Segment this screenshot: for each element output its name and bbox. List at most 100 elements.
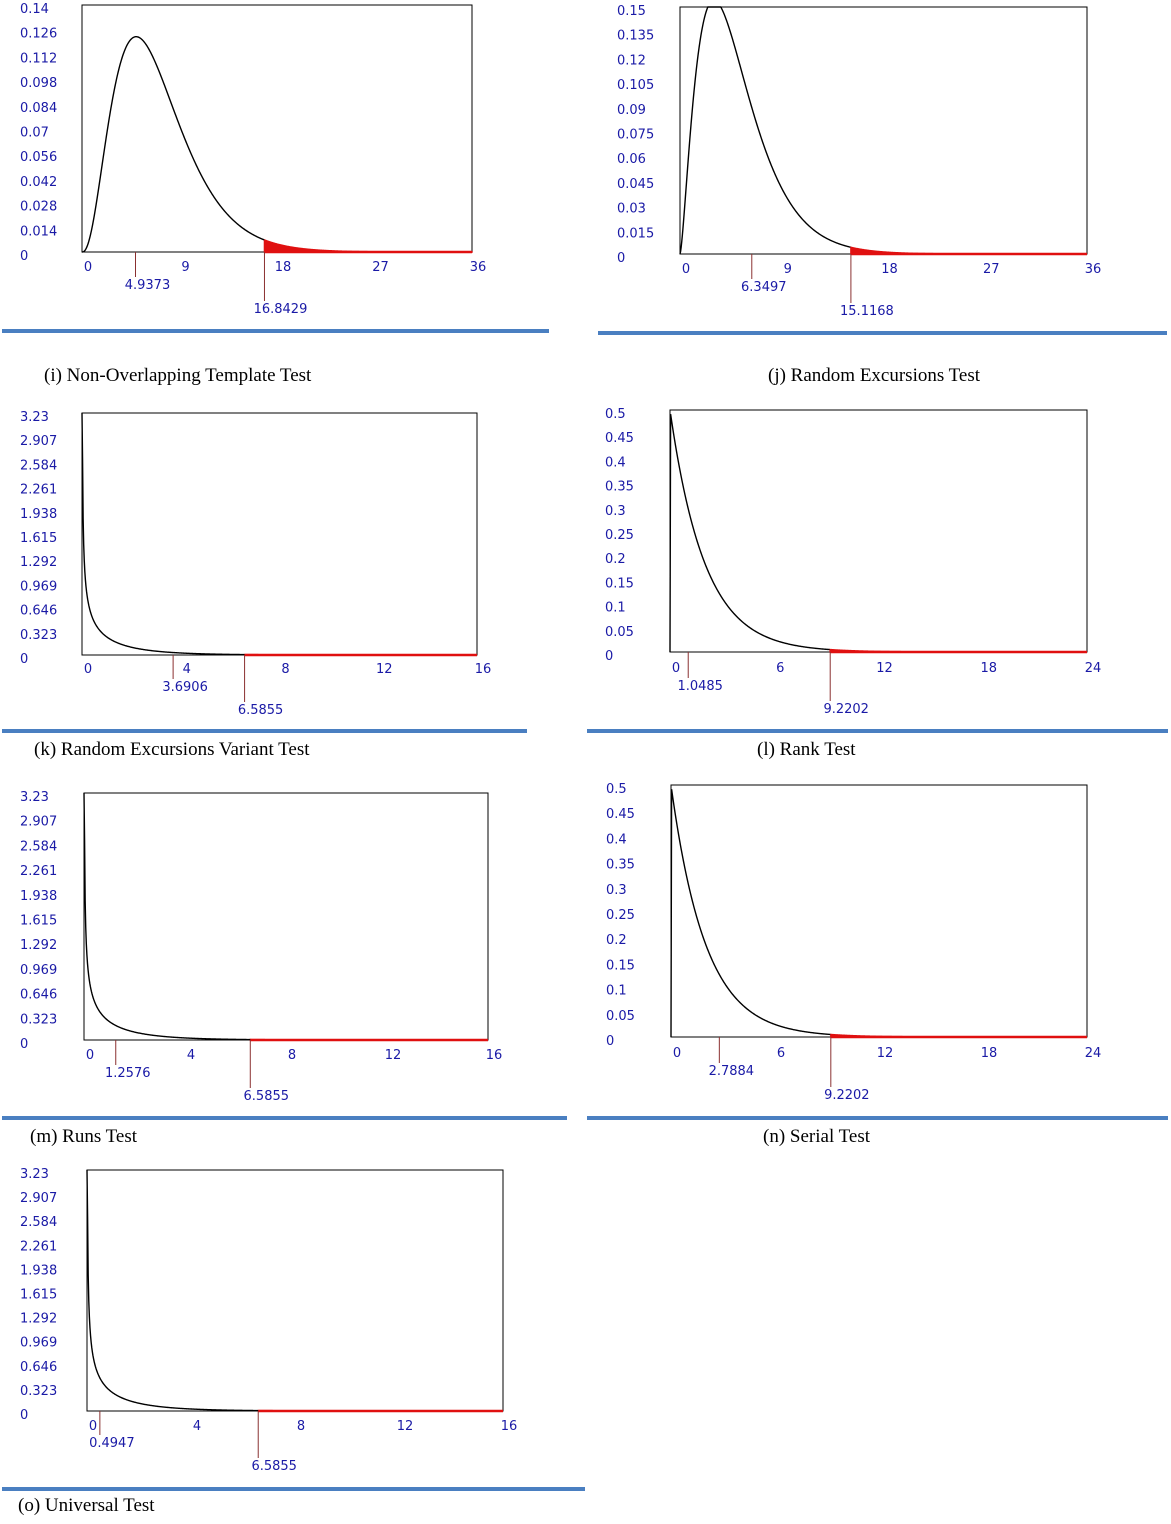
y-tick-label: 0.5 xyxy=(606,782,627,797)
y-tick-label: 0.25 xyxy=(605,528,634,543)
y-tick-label: 2.584 xyxy=(20,839,57,854)
y-tick-label: 1.615 xyxy=(20,1288,57,1303)
y-tick-label: 0.2 xyxy=(605,552,626,567)
y-tick-label: 0.3 xyxy=(606,883,627,898)
x-tick-label: 24 xyxy=(1085,1046,1102,1061)
y-tick-label: 0.112 xyxy=(20,51,57,66)
plot-frame xyxy=(679,6,1088,255)
y-tick-label: 0.015 xyxy=(617,226,654,241)
y-tick-label: 1.938 xyxy=(20,507,57,522)
x-tick-label: 12 xyxy=(877,1046,894,1061)
y-tick-label: 0.105 xyxy=(617,78,654,93)
plot-frame xyxy=(81,412,478,656)
x-tick-label: 8 xyxy=(281,662,289,677)
y-tick-label: 0.969 xyxy=(20,963,57,978)
critical-label: 6.5855 xyxy=(238,703,284,718)
y-tick-label: 0 xyxy=(606,1034,614,1049)
y-tick-label: 0.15 xyxy=(606,958,635,973)
y-tick-label: 0.323 xyxy=(20,1012,57,1027)
y-tick-label: 0.25 xyxy=(606,908,635,923)
critical-label: 15.1168 xyxy=(840,304,894,319)
y-tick-label: 1.615 xyxy=(20,531,57,546)
plot-frame xyxy=(669,409,1088,653)
critical-label: 9.2202 xyxy=(824,1088,870,1103)
y-tick-label: 0.135 xyxy=(617,29,654,44)
y-tick-label: 0.07 xyxy=(20,126,49,141)
chart-o: 0 0.323 0.646 0.969 1.292 1.615 1.938 2.261 2.58… xyxy=(2,1167,585,1516)
y-tick-label: 2.907 xyxy=(20,815,57,830)
y-tick-label: 1.938 xyxy=(20,889,57,904)
x-tick-label: 0 xyxy=(86,1048,94,1063)
x-tick-label: 4 xyxy=(187,1048,195,1063)
y-tick-label: 3.23 xyxy=(20,410,49,425)
y-tick-label: 0.646 xyxy=(20,988,57,1003)
x-tick-label: 12 xyxy=(376,662,393,677)
y-tick-label: 0.056 xyxy=(20,150,57,165)
y-tick-label: 1.292 xyxy=(20,1312,57,1327)
x-tick-label: 27 xyxy=(983,262,1000,277)
chart-caption: (m) Runs Test xyxy=(30,1126,138,1147)
y-tick-label: 0.05 xyxy=(606,1009,635,1024)
x-tick-label: 4 xyxy=(193,1419,201,1434)
x-tick-label: 9 xyxy=(181,260,189,275)
y-tick-label: 0.646 xyxy=(20,604,57,619)
x-tick-label: 6 xyxy=(776,661,784,676)
y-tick-label: 0.014 xyxy=(20,224,57,239)
y-tick-label: 0.14 xyxy=(20,2,49,17)
x-tick-label: 9 xyxy=(784,262,792,277)
x-tick-label: 16 xyxy=(501,1419,518,1434)
statistic-label: 3.6906 xyxy=(162,680,208,695)
y-tick-label: 2.584 xyxy=(20,1215,57,1230)
statistic-label: 1.0485 xyxy=(677,679,723,694)
x-tick-label: 12 xyxy=(385,1048,402,1063)
density-curve xyxy=(83,792,251,1041)
density-curve xyxy=(81,35,265,253)
y-tick-label: 0.1 xyxy=(606,984,627,999)
x-tick-label: 0 xyxy=(673,1046,681,1061)
plot-frame xyxy=(670,784,1088,1038)
density-curve xyxy=(679,6,851,255)
y-tick-label: 0.084 xyxy=(20,101,57,116)
x-tick-label: 0 xyxy=(84,662,92,677)
x-tick-label: 8 xyxy=(288,1048,296,1063)
x-tick-label: 36 xyxy=(470,260,487,275)
y-tick-label: 0.2 xyxy=(606,933,627,948)
y-tick-label: 0.042 xyxy=(20,175,57,190)
chart-j: 0 0.015 0.03 0.045 0.06 0.075 0.09 0.105 0.12 0.1… xyxy=(598,4,1167,386)
chart-n: 0 0.05 0.1 0.15 0.2 0.25 0.3 0.35 0.4 0.45 0.5 0 6 12… xyxy=(587,782,1168,1147)
chart-m: 0 0.323 0.646 0.969 1.292 1.615 1.938 2.261 2.58… xyxy=(2,790,567,1147)
y-tick-label: 3.23 xyxy=(20,790,49,805)
chart-caption: (i) Non-Overlapping Template Test xyxy=(44,365,312,386)
y-tick-label: 0.06 xyxy=(617,152,646,167)
x-tick-label: 6 xyxy=(777,1046,785,1061)
y-tick-label: 1.615 xyxy=(20,914,57,929)
y-tick-label: 0 xyxy=(605,649,613,664)
y-tick-label: 0.03 xyxy=(617,202,646,217)
y-tick-label: 2.907 xyxy=(20,1191,57,1206)
x-tick-label: 0 xyxy=(89,1419,97,1434)
chart-caption: (l) Rank Test xyxy=(757,739,856,760)
x-tick-label: 0 xyxy=(682,262,690,277)
x-tick-label: 0 xyxy=(672,661,680,676)
y-tick-label: 0 xyxy=(20,1037,28,1052)
density-curve xyxy=(86,1169,259,1412)
y-tick-label: 0.45 xyxy=(605,431,634,446)
y-tick-label: 0.969 xyxy=(20,1336,57,1351)
statistic-label: 1.2576 xyxy=(105,1066,151,1081)
chart-caption: (o) Universal Test xyxy=(18,1495,155,1516)
y-tick-label: 0.646 xyxy=(20,1360,57,1375)
y-tick-label: 0.126 xyxy=(20,27,57,42)
y-tick-label: 0.969 xyxy=(20,579,57,594)
density-curve xyxy=(669,414,830,653)
x-tick-label: 16 xyxy=(475,662,492,677)
x-tick-label: 8 xyxy=(297,1419,305,1434)
critical-label: 9.2202 xyxy=(823,702,869,717)
critical-label: 16.8429 xyxy=(254,302,308,317)
y-tick-label: 0.5 xyxy=(605,407,626,422)
x-tick-label: 12 xyxy=(397,1419,414,1434)
chart-caption: (j) Random Excursions Test xyxy=(768,365,981,386)
y-tick-label: 2.261 xyxy=(20,1239,57,1254)
y-tick-label: 0.15 xyxy=(617,4,646,19)
y-tick-label: 2.261 xyxy=(20,483,57,498)
y-tick-label: 0.045 xyxy=(617,177,654,192)
